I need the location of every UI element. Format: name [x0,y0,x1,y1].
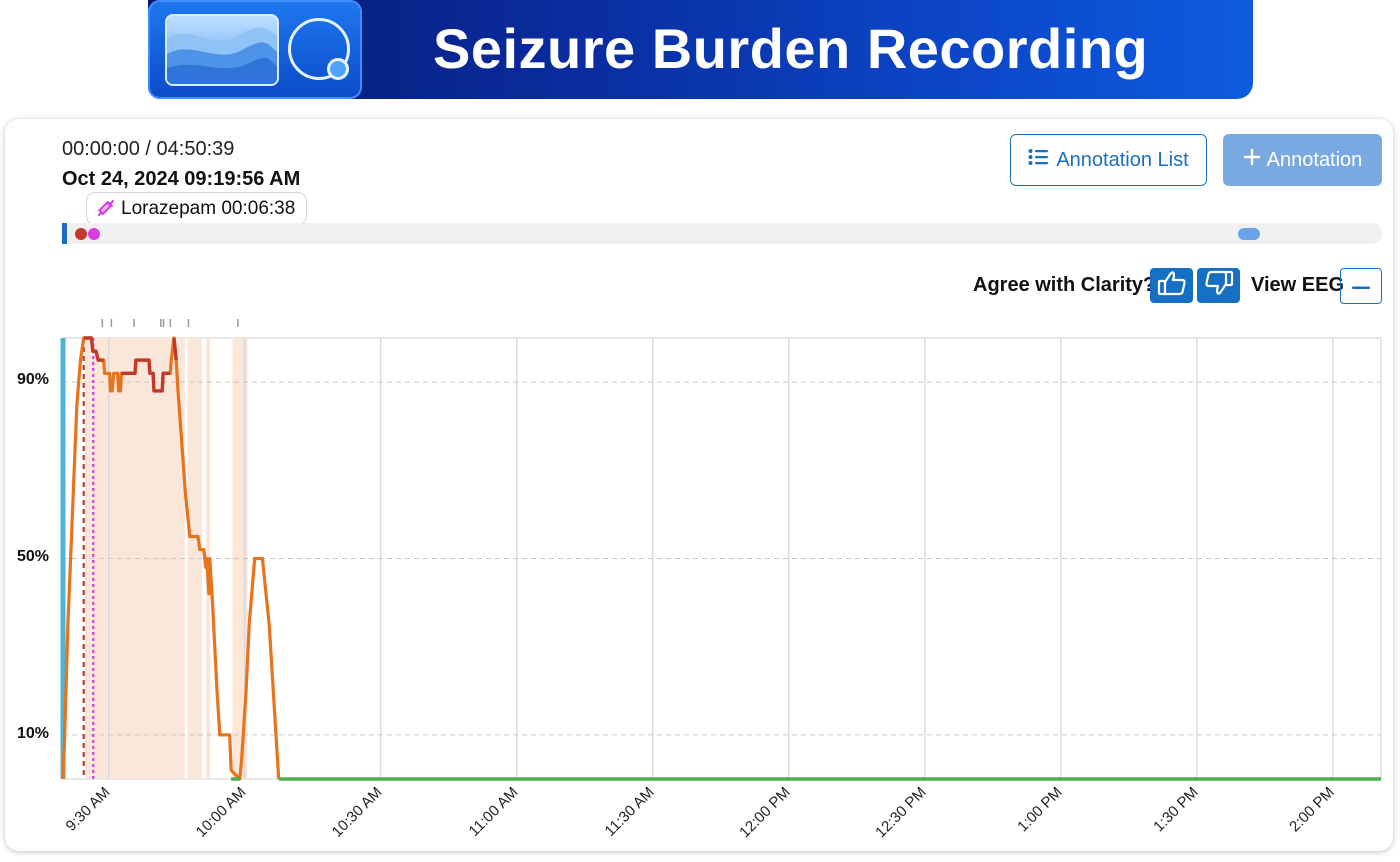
header-banner: Seizure Burden Recording [148,0,1253,99]
x-tick-label: 12:00 PM [736,784,793,841]
recording-datetime: Oct 24, 2024 09:19:56 AM [62,168,301,190]
x-tick-label: 12:30 PM [872,784,929,841]
x-tick-label: 11:30 AM [602,784,658,840]
clarity-logo [148,0,362,99]
high-burden-series-line [121,358,171,393]
y-tick-label: 50% [17,548,50,565]
high-burden-band [187,338,203,779]
x-tick-label: 10:30 AM [329,784,386,841]
x-tick-label: 2:00 PM [1286,784,1338,836]
x-tick-label: 1:30 PM [1150,784,1202,836]
high-burden-series-line [83,336,104,362]
timeline-viewport-handle[interactable] [1238,228,1260,240]
minus-icon [1352,277,1370,295]
add-annotation-label: Annotation [1266,148,1363,171]
view-eeg-label: View EEG [1251,274,1345,296]
y-tick-label: 90% [17,371,50,388]
thumbs-down-button[interactable] [1197,268,1240,303]
y-tick-label: 10% [17,725,50,742]
annotation-list-button[interactable]: Annotation List [1010,134,1207,186]
medication-label: Lorazepam 00:06:38 [121,197,296,219]
timeline-playhead[interactable] [62,223,67,244]
annotation-list-label: Annotation List [1056,148,1189,171]
timeline-scrubber[interactable] [62,223,1382,244]
x-tick-label: 11:00 AM [466,784,522,840]
thumbs-down-icon [1204,270,1234,301]
magnifier-ring-icon [288,18,350,80]
playback-elapsed: 00:00:00 / 04:50:39 [62,138,235,160]
medication-chip[interactable]: Lorazepam 00:06:38 [86,192,308,225]
x-tick-label: 10:00 AM [193,784,250,841]
magnifier-dot-icon [327,58,349,80]
agree-with-clarity-label: Agree with Clarity? [973,274,1156,296]
timeline-medication-marker[interactable] [88,228,100,240]
thumbs-up-icon [1157,270,1187,301]
high-burden-band [232,338,248,779]
x-tick-label: 1:00 PM [1014,784,1066,836]
thumbs-up-button[interactable] [1150,268,1193,303]
syringe-icon [95,199,115,219]
plus-icon [1243,148,1261,172]
add-annotation-button[interactable]: Annotation [1223,134,1382,186]
collapse-eeg-button[interactable] [1340,268,1382,304]
x-tick-label: 9:30 AM [63,784,114,835]
high-burden-series-line [172,337,178,361]
eeg-card-icon [165,14,279,86]
page-title: Seizure Burden Recording [433,17,1149,80]
timeline-event-marker[interactable] [75,228,87,240]
list-icon [1028,148,1049,172]
